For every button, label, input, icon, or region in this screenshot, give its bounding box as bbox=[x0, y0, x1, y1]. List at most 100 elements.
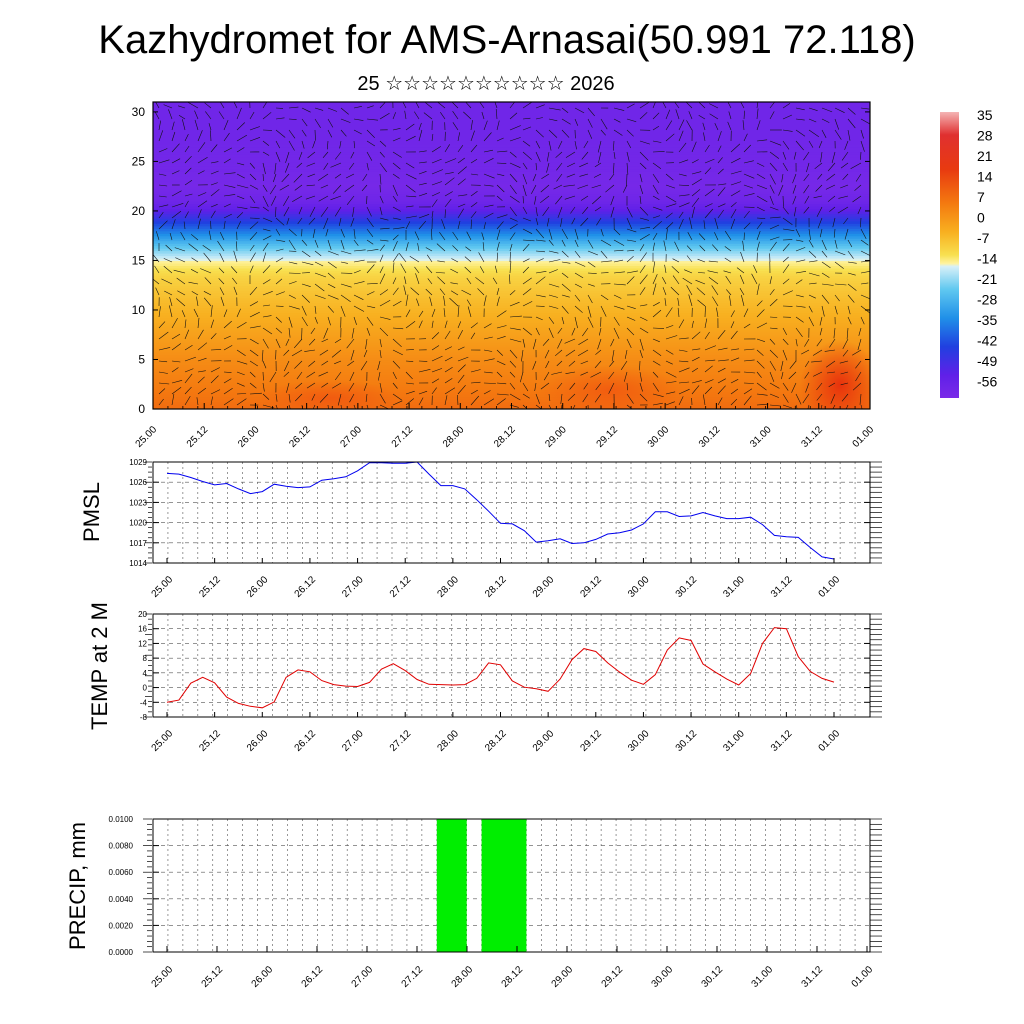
wind-arrow bbox=[418, 122, 422, 131]
wind-arrow bbox=[847, 118, 856, 129]
wind-arrow bbox=[171, 380, 183, 384]
wind-arrow bbox=[466, 299, 472, 307]
wind-arrow bbox=[219, 231, 225, 241]
wind-arrow bbox=[306, 371, 316, 378]
wind-arrow bbox=[509, 315, 522, 318]
wind-arrow bbox=[600, 228, 604, 237]
wind-arrow bbox=[756, 393, 768, 396]
wind-arrow bbox=[691, 141, 697, 153]
wind-arrow bbox=[353, 305, 365, 312]
y-tick-label: 0.0080 bbox=[109, 842, 134, 851]
temperature-band bbox=[153, 134, 870, 138]
wind-arrow bbox=[639, 195, 642, 204]
wind-arrow bbox=[470, 202, 478, 208]
wind-arrow bbox=[608, 371, 615, 380]
wind-arrow bbox=[314, 305, 317, 314]
temperature-band bbox=[153, 129, 870, 133]
wind-arrow bbox=[171, 219, 176, 230]
wind-arrow bbox=[557, 327, 563, 334]
wind-arrow bbox=[392, 112, 396, 120]
wind-arrow bbox=[727, 102, 732, 109]
wind-arrow bbox=[756, 349, 764, 356]
wind-arrow bbox=[535, 271, 547, 274]
wind-arrow bbox=[743, 110, 745, 120]
wind-arrow bbox=[561, 316, 565, 325]
wind-arrow bbox=[808, 316, 814, 327]
temperature-band bbox=[153, 208, 870, 212]
wind-arrow bbox=[639, 274, 648, 285]
wind-arrow bbox=[832, 404, 836, 409]
wind-arrow bbox=[652, 261, 656, 274]
wind-arrow bbox=[204, 277, 212, 285]
wind-arrow bbox=[414, 231, 420, 241]
wind-arrow bbox=[756, 230, 761, 241]
wind-arrow bbox=[687, 232, 693, 241]
y-tick-label: 16 bbox=[138, 625, 147, 634]
hotspot-center bbox=[540, 365, 680, 409]
colorbar-label: 14 bbox=[977, 169, 993, 185]
wind-arrow bbox=[730, 157, 741, 164]
wind-arrow bbox=[379, 266, 384, 274]
wind-arrow bbox=[314, 118, 321, 129]
x-tick-label: 30.00 bbox=[626, 728, 652, 754]
precip-frame bbox=[152, 818, 871, 953]
wind-arrow bbox=[609, 173, 615, 181]
wind-arrow bbox=[330, 195, 342, 201]
wind-arrow bbox=[236, 184, 249, 189]
wind-arrow bbox=[281, 173, 290, 183]
wind-arrow bbox=[574, 118, 579, 126]
temperature-band bbox=[153, 191, 870, 195]
wind-arrow bbox=[203, 297, 212, 307]
wind-arrow bbox=[610, 206, 615, 218]
x-tick-label: 27.12 bbox=[388, 574, 414, 600]
wind-arrow bbox=[483, 349, 493, 352]
wind-arrow bbox=[509, 112, 518, 120]
wind-arrow bbox=[574, 228, 579, 240]
wind-arrow bbox=[591, 184, 602, 189]
wind-arrow bbox=[608, 382, 615, 394]
wind-arrow bbox=[704, 331, 710, 340]
wind-arrow bbox=[418, 320, 423, 329]
wind-arrow bbox=[572, 404, 576, 409]
wind-arrow bbox=[691, 197, 700, 208]
wind-arrow bbox=[452, 245, 459, 252]
wind-arrow bbox=[275, 140, 281, 149]
wind-arrow bbox=[613, 118, 621, 123]
wind-arrow bbox=[828, 382, 836, 388]
wind-arrow bbox=[340, 239, 345, 250]
wind-arrow bbox=[743, 232, 745, 241]
wind-arrow bbox=[665, 133, 675, 142]
wind-arrow bbox=[219, 287, 225, 296]
wind-arrow bbox=[665, 391, 676, 395]
wind-arrow bbox=[795, 316, 804, 323]
wind-arrow bbox=[275, 291, 285, 296]
wind-arrow bbox=[600, 294, 609, 301]
wind-arrow bbox=[665, 184, 676, 189]
wind-arrow bbox=[563, 184, 576, 187]
wind-arrow bbox=[444, 330, 451, 340]
wind-arrow bbox=[792, 173, 797, 184]
wind-arrow bbox=[457, 178, 466, 186]
wind-arrow bbox=[730, 181, 742, 186]
wind-arrow bbox=[425, 247, 433, 252]
wind-arrow bbox=[652, 309, 662, 318]
temperature-band bbox=[153, 376, 870, 380]
wind-arrow bbox=[392, 393, 402, 401]
x-tick-label: 30.12 bbox=[674, 574, 700, 600]
x-tick-label: 28.12 bbox=[483, 574, 509, 600]
wind-arrow bbox=[743, 388, 753, 395]
temperature-band bbox=[153, 178, 870, 182]
wind-arrow bbox=[230, 266, 238, 274]
wind-arrow bbox=[197, 209, 202, 219]
wind-arrow bbox=[561, 107, 569, 113]
wind-arrow bbox=[191, 257, 199, 263]
wind-arrow bbox=[717, 183, 727, 186]
wind-arrow bbox=[171, 158, 181, 164]
wind-arrow bbox=[626, 276, 635, 285]
wind-arrow bbox=[353, 281, 365, 285]
wind-arrow bbox=[808, 118, 817, 123]
wind-arrow bbox=[860, 228, 867, 240]
wind-arrow bbox=[426, 254, 433, 263]
wind-arrow bbox=[678, 202, 690, 208]
